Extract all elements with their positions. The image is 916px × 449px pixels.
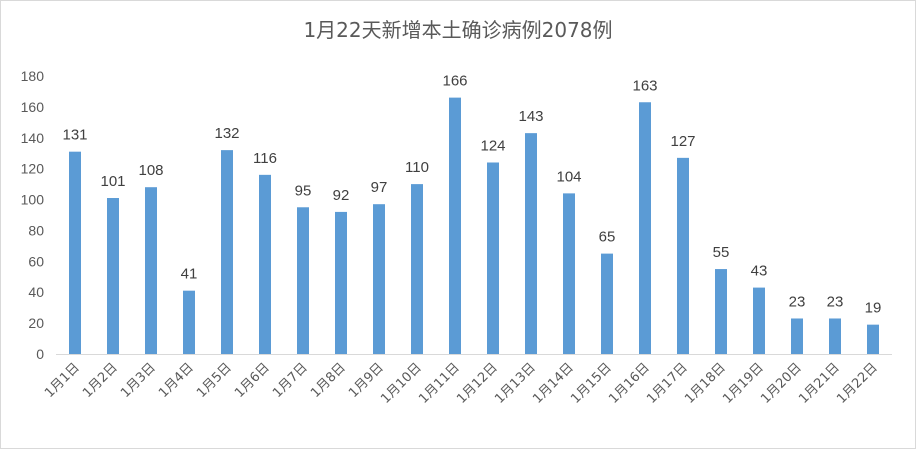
x-tick-label: 1月21日 xyxy=(796,360,843,407)
data-label: 163 xyxy=(632,77,657,94)
data-label: 104 xyxy=(556,168,581,185)
y-tick-label: 60 xyxy=(28,253,44,269)
bar xyxy=(449,97,461,354)
x-axis: 1月1日1月2日1月3日1月4日1月5日1月6日1月7日1月8日1月9日1月10… xyxy=(42,360,881,407)
x-tick-label: 1月6日 xyxy=(232,360,273,401)
data-label: 65 xyxy=(599,229,616,246)
x-tick-label: 1月5日 xyxy=(194,360,235,401)
x-tick-label: 1月2日 xyxy=(80,360,121,401)
x-tick-label: 1月10日 xyxy=(378,360,425,407)
bar xyxy=(335,211,347,354)
bar xyxy=(145,187,157,354)
bar xyxy=(563,193,575,354)
data-label: 166 xyxy=(442,73,467,90)
x-tick-label: 1月19日 xyxy=(720,360,767,407)
x-tick-label: 1月15日 xyxy=(568,360,615,407)
y-tick-label: 180 xyxy=(21,68,45,84)
bar xyxy=(373,204,385,354)
x-tick-label: 1月16日 xyxy=(606,360,653,407)
bar xyxy=(525,133,537,354)
x-tick-label: 1月20日 xyxy=(758,360,805,407)
bar xyxy=(297,207,309,354)
x-tick-label: 1月4日 xyxy=(156,360,197,401)
bar xyxy=(753,287,765,354)
data-label: 23 xyxy=(789,293,806,310)
y-axis: 0 20 40 60 80 100 120 140 160 180 xyxy=(21,68,45,362)
bar xyxy=(677,157,689,354)
data-label: 101 xyxy=(100,173,125,190)
data-label: 55 xyxy=(713,244,730,261)
y-tick-label: 20 xyxy=(28,315,44,331)
data-label: 95 xyxy=(295,182,312,199)
data-label: 127 xyxy=(670,133,695,150)
data-label: 132 xyxy=(214,125,239,142)
bar xyxy=(867,324,879,354)
bar xyxy=(69,151,81,354)
bar xyxy=(487,162,499,354)
x-tick-label: 1月1日 xyxy=(42,360,83,401)
data-label: 110 xyxy=(405,159,429,176)
data-labels-group: 131 101 108 41 132 116 95 92 97 110 166 124 143 104 65… xyxy=(62,73,881,317)
data-label: 92 xyxy=(333,187,350,204)
y-tick-label: 80 xyxy=(28,222,44,238)
x-tick-label: 1月14日 xyxy=(530,360,577,407)
bar xyxy=(829,318,841,354)
y-tick-label: 0 xyxy=(36,346,44,362)
x-tick-label: 1月22日 xyxy=(834,360,881,407)
bar xyxy=(183,290,195,354)
y-tick-label: 160 xyxy=(21,99,45,115)
bar xyxy=(639,102,651,354)
data-label: 41 xyxy=(181,266,198,283)
bar xyxy=(411,184,423,354)
data-label: 143 xyxy=(518,108,543,125)
x-tick-label: 1月12日 xyxy=(454,360,501,407)
data-label: 97 xyxy=(371,179,388,196)
y-tick-label: 40 xyxy=(28,284,44,300)
x-tick-label: 1月7日 xyxy=(270,360,311,401)
data-label: 43 xyxy=(751,263,768,280)
bar xyxy=(107,198,119,354)
y-tick-label: 100 xyxy=(21,192,45,208)
x-tick-label: 1月8日 xyxy=(308,360,349,401)
data-label: 116 xyxy=(253,150,277,167)
x-tick-label: 1月17日 xyxy=(644,360,691,407)
bar xyxy=(715,269,727,354)
data-label: 23 xyxy=(827,293,844,310)
bar xyxy=(791,318,803,354)
y-tick-label: 140 xyxy=(21,130,45,146)
data-label: 131 xyxy=(62,127,87,144)
bar xyxy=(601,253,613,354)
x-tick-label: 1月18日 xyxy=(682,360,729,407)
bar xyxy=(259,174,271,354)
bar xyxy=(221,150,233,354)
x-tick-label: 1月13日 xyxy=(492,360,539,407)
data-label: 124 xyxy=(480,137,505,154)
x-tick-label: 1月11日 xyxy=(416,360,463,407)
chart-title: 1月22天新增本土确诊病例2078例 xyxy=(303,18,613,42)
data-label: 108 xyxy=(138,162,163,179)
x-tick-label: 1月3日 xyxy=(118,360,159,401)
bars-group xyxy=(69,97,879,354)
data-label: 19 xyxy=(865,300,882,317)
y-tick-label: 120 xyxy=(21,161,45,177)
